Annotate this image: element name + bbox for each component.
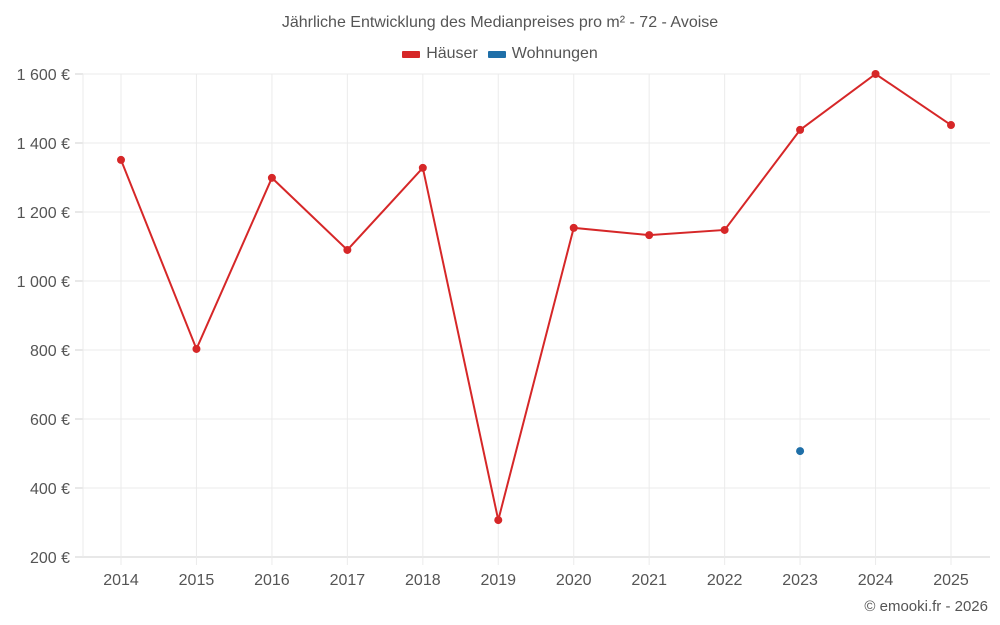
- data-point: [267, 173, 276, 182]
- x-tick-label: 2017: [330, 572, 366, 589]
- x-tick-label: 2020: [556, 572, 592, 589]
- legend: Häuser Wohnungen: [0, 45, 1000, 63]
- data-point: [645, 231, 654, 240]
- data-point: [494, 516, 503, 525]
- data-point: [871, 70, 880, 78]
- legend-label-wohnungen: Wohnungen: [511, 45, 598, 62]
- x-tick-label: 2021: [631, 572, 667, 589]
- y-tick-label: 200 €: [30, 550, 70, 567]
- legend-item-haeuser[interactable]: Häuser: [402, 45, 478, 63]
- y-tick-label: 800 €: [30, 343, 70, 360]
- data-point: [569, 223, 578, 232]
- y-tick-label: 1 400 €: [17, 136, 70, 153]
- data-point: [796, 447, 805, 456]
- y-tick-label: 1 200 €: [17, 205, 70, 222]
- x-tick-label: 2022: [707, 572, 743, 589]
- x-tick-label: 2023: [782, 572, 818, 589]
- x-tick-label: 2015: [179, 572, 215, 589]
- y-tick-label: 600 €: [30, 412, 70, 429]
- data-point: [192, 344, 201, 353]
- data-point: [947, 121, 955, 130]
- legend-item-wohnungen[interactable]: Wohnungen: [487, 45, 598, 63]
- y-tick-label: 1 000 €: [17, 274, 70, 291]
- legend-swatch-wohnungen: [487, 50, 506, 58]
- x-tick-label: 2025: [933, 572, 969, 589]
- x-tick-label: 2016: [254, 572, 290, 589]
- chart-title: Jährliche Entwicklung des Medianpreises …: [281, 14, 719, 31]
- data-point: [343, 245, 352, 254]
- x-tick-label: 2024: [858, 572, 894, 589]
- credit: © emooki.fr - 2026: [864, 598, 988, 615]
- data-point: [418, 163, 427, 172]
- x-tick-label: 2019: [480, 572, 516, 589]
- x-tick-label: 2014: [103, 572, 139, 589]
- data-point: [720, 225, 729, 234]
- legend-label-haeuser: Häuser: [426, 45, 478, 62]
- y-tick-label: 1 600 €: [17, 67, 70, 84]
- legend-swatch-haeuser: [402, 50, 421, 58]
- data-point: [796, 125, 805, 134]
- x-tick-label: 2018: [405, 572, 441, 589]
- series-line: [120, 72, 952, 521]
- y-tick-label: 400 €: [30, 481, 70, 498]
- data-point: [117, 155, 125, 164]
